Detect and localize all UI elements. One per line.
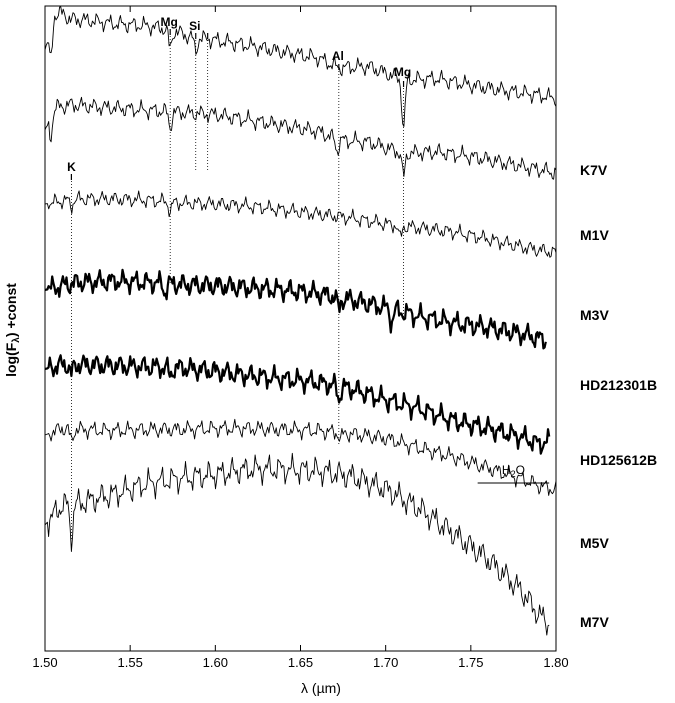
series-label-k7v: K7V — [580, 162, 608, 178]
x-tick-label: 1.55 — [118, 655, 143, 670]
spectrum-line-m7v — [44, 452, 550, 636]
x-tick-label: 1.80 — [543, 655, 568, 670]
series-label-m1v: M1V — [580, 227, 609, 243]
y-axis-title: log(Fλ) +const — [3, 283, 22, 377]
spectrum-line-m5v — [44, 418, 557, 496]
x-tick-label: 1.65 — [288, 655, 313, 670]
x-ticks-layer: 1.50 1.55 1.60 1.65 1.70 1.75 1.80 — [32, 6, 569, 670]
feature-label-si: Si — [189, 19, 200, 33]
x-tick-label: 1.60 — [203, 655, 228, 670]
plot-frame — [44, 5, 557, 652]
series-label-hd212301b: HD212301B — [580, 377, 657, 393]
series-layer — [44, 6, 557, 636]
spectrum-line-m1v — [44, 96, 557, 180]
series-label-hd125612b: HD125612B — [580, 452, 657, 468]
h2o-band-label: H2O — [502, 463, 525, 479]
x-tick-label: 1.50 — [32, 655, 57, 670]
series-label-m5v: M5V — [580, 535, 609, 551]
spectrum-line-hd125612b — [44, 354, 551, 455]
spectrum-line-m3v — [44, 190, 557, 258]
spectrum-line-hd212301b — [44, 268, 547, 350]
series-label-m7v: M7V — [580, 614, 609, 630]
x-tick-label: 1.70 — [373, 655, 398, 670]
feature-label-mg: Mg — [394, 65, 411, 79]
spectrum-line-k7v — [44, 6, 557, 127]
series-label-m3v: M3V — [580, 307, 609, 323]
feature-label-mg: Mg — [161, 15, 178, 29]
star-labels-layer: K7V M1V M3V HD212301B HD125612B M5V M7V — [580, 162, 657, 630]
x-axis-title: λ (µm) — [301, 680, 341, 696]
feature-label-k: K — [67, 160, 76, 174]
x-tick-label: 1.75 — [458, 655, 483, 670]
